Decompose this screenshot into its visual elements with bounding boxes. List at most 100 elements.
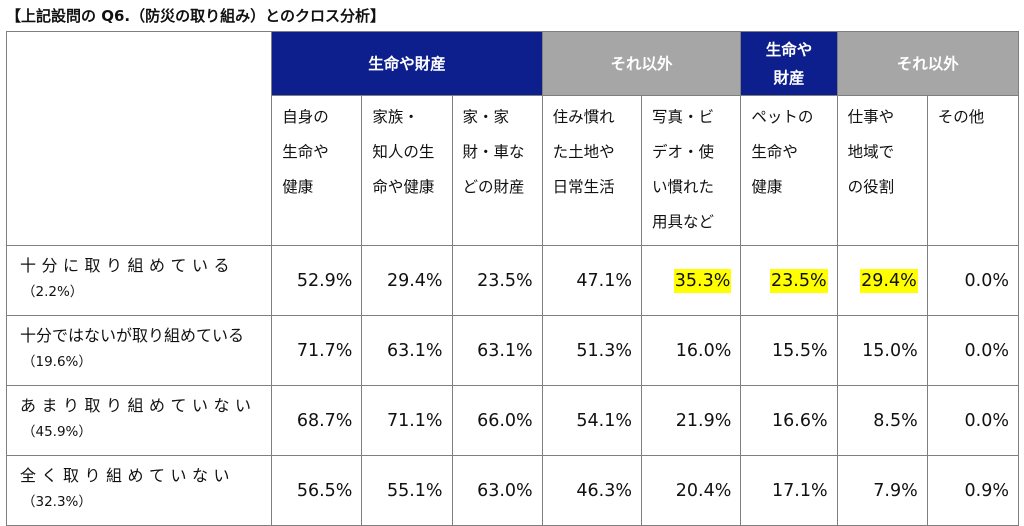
column-header-line: 健康 <box>751 178 783 196</box>
table-cell: 15.5% <box>740 315 838 386</box>
cell-value: 16.0% <box>675 340 732 361</box>
column-header-line: の役割 <box>847 178 895 196</box>
table-cell: 56.5% <box>271 455 363 526</box>
column-header-line: 地域で <box>847 143 895 161</box>
corner-cell <box>5 31 273 246</box>
cell-value: 17.1% <box>772 480 828 501</box>
column-header-line: 知人の生 <box>372 143 435 161</box>
group-header-other: それ以外 <box>836 31 1020 96</box>
table-cell: 29.4% <box>836 245 928 316</box>
table-cell: 23.5% <box>740 245 838 316</box>
column-header-line: 命や健康 <box>372 178 435 196</box>
column-header-line: その他 <box>937 108 985 126</box>
table-cell: 51.3% <box>541 315 643 386</box>
page-title: 【上記設問の Q6.（防災の取り組み）とのクロス分析】 <box>6 7 385 25</box>
column-header-line: 用具など <box>652 213 715 231</box>
highlighted-cell-value: 35.3% <box>673 268 732 293</box>
cell-value: 71.1% <box>386 410 443 431</box>
table-cell: 68.7% <box>271 385 363 456</box>
table-cell: 54.1% <box>541 385 643 456</box>
table-cell: 63.1% <box>361 315 453 386</box>
column-header-line: ペットの <box>751 108 814 126</box>
column-header-line: 生命や <box>751 143 798 161</box>
cell-value: 0.0% <box>964 270 1009 291</box>
row-share: （32.3%） <box>22 494 92 510</box>
table-cell: 63.0% <box>451 455 543 526</box>
column-header-line: どの財産 <box>462 178 525 196</box>
table-cell: 20.4% <box>640 455 742 526</box>
group-header-row: 生命や財産 それ以外 生命や 財産 それ以外 <box>5 31 1020 246</box>
row-label-cell: 十分に取り組めている （2.2%） <box>5 245 273 316</box>
group-header-label: 生命や財産 <box>368 54 446 73</box>
cell-value: 68.7% <box>296 410 353 431</box>
table-cell: 0.0% <box>926 385 1020 456</box>
row-label-cell: 全く取り組めていない （32.3%） <box>5 455 273 526</box>
table-cell: 23.5% <box>451 245 543 316</box>
row-label: 十分ではないが取り組めている <box>20 326 245 345</box>
table-cell: 17.1% <box>740 455 838 526</box>
group-header-label: それ以外 <box>610 54 673 73</box>
group-header-life-property: 生命や財産 <box>271 31 543 96</box>
column-header-line: 自身の <box>282 108 329 126</box>
cell-value: 0.9% <box>964 480 1009 501</box>
row-label: 全く取り組めていない <box>20 466 236 485</box>
column-header-line: 日常生活 <box>552 178 615 196</box>
column-header-line: 仕事や <box>847 108 895 126</box>
table-cell: 63.1% <box>451 315 543 386</box>
table-cell: 0.9% <box>926 455 1020 526</box>
column-header-line: デオ・使 <box>652 143 715 161</box>
table-cell: 47.1% <box>541 245 643 316</box>
column-header-pet-life-health: ペットの 生命や 健康 <box>740 95 838 246</box>
cell-value: 7.9% <box>873 480 918 501</box>
cell-value: 8.5% <box>873 410 918 431</box>
cell-value: 54.1% <box>576 410 632 431</box>
table-cell: 0.0% <box>926 315 1020 386</box>
cell-value: 66.0% <box>477 410 533 431</box>
table-row: 十分ではないが取り組めている （19.6%） 71.7% 63.1% 63.1%… <box>5 315 1020 386</box>
cell-value: 0.0% <box>964 340 1009 361</box>
table-cell: 71.7% <box>271 315 363 386</box>
column-header-line: 住み慣れ <box>552 108 615 126</box>
column-header-line: 生命や <box>282 143 329 161</box>
highlighted-cell-value: 29.4% <box>860 268 918 293</box>
column-header-line: い慣れた <box>652 178 715 196</box>
column-header-daily-life: 住み慣れ た土地や 日常生活 <box>541 95 643 246</box>
row-share: （19.6%） <box>22 354 92 370</box>
cell-value: 47.1% <box>576 270 632 291</box>
column-header-property: 家・家 財・車な どの財産 <box>451 95 543 246</box>
highlighted-cell-value: 23.5% <box>770 268 828 293</box>
group-header-other: それ以外 <box>541 31 742 96</box>
table-cell: 7.9% <box>836 455 928 526</box>
cell-value: 63.1% <box>386 340 443 361</box>
column-header-line: 健康 <box>282 178 314 196</box>
cell-value: 21.9% <box>675 410 732 431</box>
column-header-line: 家族・ <box>372 108 419 126</box>
cell-value: 56.5% <box>296 480 353 501</box>
column-header-work-community-role: 仕事や 地域で の役割 <box>836 95 928 246</box>
table-cell: 46.3% <box>541 455 643 526</box>
group-header-life-property: 生命や 財産 <box>740 31 838 96</box>
cell-value: 63.1% <box>477 340 533 361</box>
column-header-line: 写真・ビ <box>652 108 715 126</box>
table-cell: 29.4% <box>361 245 453 316</box>
column-header-line: 財・車な <box>462 143 525 161</box>
column-header-photos-tools: 写真・ビ デオ・使 い慣れた 用具など <box>640 95 742 246</box>
cell-value: 51.3% <box>576 340 632 361</box>
cell-value: 71.7% <box>296 340 353 361</box>
column-header-own-life-health: 自身の 生命や 健康 <box>271 95 363 246</box>
cell-value: 15.0% <box>862 340 918 361</box>
table-row: あまり取り組めていない （45.9%） 68.7% 71.1% 66.0% 54… <box>5 385 1020 456</box>
table-cell: 66.0% <box>451 385 543 456</box>
cell-value: 23.5% <box>477 270 533 291</box>
group-header-label: それ以外 <box>896 54 959 73</box>
table-cell: 71.1% <box>361 385 453 456</box>
column-header-line: 家・家 <box>462 108 510 126</box>
row-label-cell: 十分ではないが取り組めている （19.6%） <box>5 315 273 386</box>
row-share: （2.2%） <box>22 284 84 300</box>
cell-value: 46.3% <box>576 480 632 501</box>
column-header-other: その他 <box>926 95 1020 246</box>
table-cell: 16.6% <box>740 385 838 456</box>
table-cell: 52.9% <box>271 245 363 316</box>
column-header-line: た土地や <box>552 143 615 161</box>
cross-analysis-table: 生命や財産 それ以外 生命や 財産 それ以外 自身の 生命や 健康 家族・ 知人… <box>5 31 1020 526</box>
